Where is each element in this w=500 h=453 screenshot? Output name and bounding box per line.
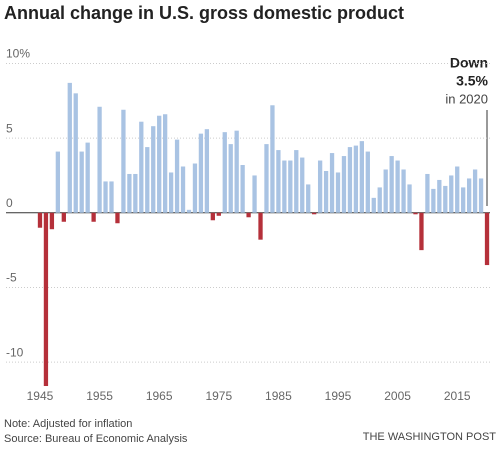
y-tick-label: -10 (6, 345, 24, 359)
bar (478, 178, 484, 213)
bar (55, 151, 61, 213)
bar (359, 141, 364, 213)
bar (341, 156, 347, 213)
bar (282, 160, 287, 213)
bar (139, 121, 144, 213)
bar (323, 170, 329, 213)
x-tick-label: 1985 (265, 389, 292, 403)
bar (67, 82, 72, 213)
bar (73, 93, 78, 213)
bar (43, 212, 49, 387)
bar (419, 212, 424, 251)
bar (425, 173, 430, 213)
bar (466, 178, 472, 213)
x-tick-label: 2005 (384, 389, 411, 403)
bar (401, 169, 406, 213)
bar (240, 165, 245, 213)
bar (484, 212, 490, 266)
bar (294, 150, 299, 213)
x-tick-label: 2015 (444, 389, 471, 403)
bar (133, 173, 138, 213)
bar (443, 185, 448, 213)
annotation: Down (450, 55, 488, 71)
x-tick-label: 1975 (205, 389, 232, 403)
bar (377, 187, 382, 213)
bar (91, 212, 96, 222)
bar (329, 153, 335, 213)
bar (174, 139, 180, 213)
bar (157, 115, 162, 213)
bar (270, 105, 275, 213)
bar (252, 175, 257, 213)
bar (79, 151, 84, 213)
bar (472, 169, 478, 213)
bar (192, 163, 198, 213)
note: Note: Adjusted for inflation (4, 418, 132, 430)
bar (264, 144, 269, 213)
bar (49, 212, 55, 230)
bar (455, 166, 460, 213)
bar (115, 212, 120, 224)
bar (127, 173, 132, 213)
bar (383, 169, 388, 213)
bar (97, 106, 102, 213)
bar (246, 212, 251, 218)
bar (407, 184, 412, 213)
bar (145, 147, 150, 213)
source: Source: Bureau of Economic Analysis (4, 433, 188, 445)
bar (353, 145, 359, 213)
bar (312, 212, 317, 215)
annotation: 3.5% (456, 73, 488, 89)
bar (431, 188, 436, 213)
bar (37, 212, 43, 228)
chart-title: Annual change in U.S. gross domestic pro… (4, 3, 404, 23)
bar (413, 212, 418, 215)
bar (437, 179, 442, 213)
bar (61, 212, 66, 222)
bar (395, 160, 400, 213)
bar (103, 181, 108, 213)
bar (85, 142, 90, 213)
bar (276, 150, 281, 213)
y-tick-label: 10% (6, 47, 30, 61)
bar (151, 126, 156, 213)
bar (234, 130, 239, 213)
bar (317, 160, 323, 213)
bar (109, 181, 114, 213)
y-tick-label: -5 (6, 271, 17, 285)
bar (347, 147, 353, 213)
bar (258, 212, 263, 240)
bar (198, 133, 204, 213)
x-tick-label: 1965 (146, 389, 173, 403)
bar (216, 212, 221, 216)
y-tick-label: 5 (6, 121, 13, 135)
bar (306, 184, 311, 213)
x-tick-label: 1945 (27, 389, 54, 403)
bar (461, 187, 466, 213)
credit: THE WASHINGTON POST (363, 431, 497, 443)
bar (222, 132, 227, 213)
bar (210, 212, 215, 221)
x-tick-label: 1995 (325, 389, 352, 403)
bar (335, 172, 341, 213)
bar (168, 172, 174, 213)
bar (163, 114, 168, 213)
bar (204, 129, 210, 213)
bar (449, 175, 454, 213)
bar (389, 156, 394, 213)
bar (228, 144, 233, 213)
bar (121, 109, 126, 213)
bar (300, 157, 305, 213)
x-tick-label: 1955 (86, 389, 113, 403)
bar (180, 166, 186, 213)
y-tick-label: 0 (6, 196, 13, 210)
bar (186, 209, 192, 213)
bar (288, 160, 293, 213)
bar (365, 151, 370, 213)
annotation: in 2020 (445, 91, 488, 106)
bar (371, 197, 376, 213)
